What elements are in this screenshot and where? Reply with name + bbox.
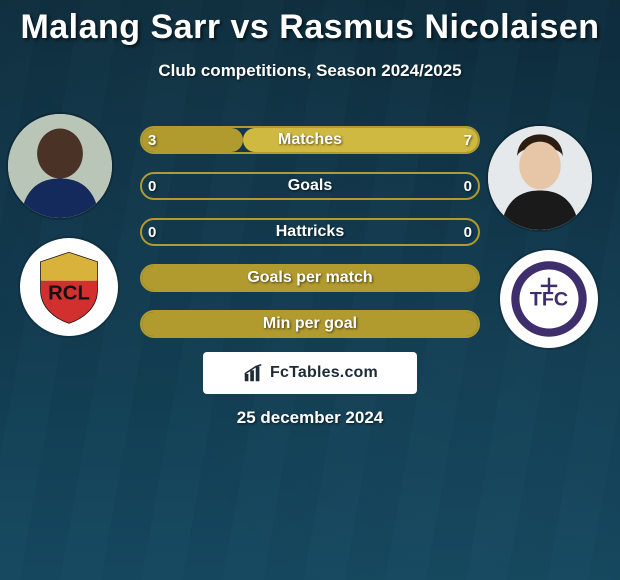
stat-row: Matches 3 7 <box>140 126 480 154</box>
club-right-badge: TFC <box>500 250 598 348</box>
stat-label: Goals per match <box>247 269 372 287</box>
chart-icon <box>242 362 264 384</box>
club-right-crest: TFC <box>508 258 590 340</box>
stat-bar: Goals 0 0 <box>140 172 480 200</box>
stat-value-right: 0 <box>434 220 472 244</box>
stat-row: Goals 0 0 <box>140 172 480 200</box>
stat-label: Hattricks <box>276 223 344 241</box>
club-left-crest: RCL <box>30 248 108 326</box>
svg-text:RCL: RCL <box>48 282 90 304</box>
stat-value-left: 0 <box>148 220 186 244</box>
stat-value-right: 7 <box>434 128 472 152</box>
page-subtitle: Club competitions, Season 2024/2025 <box>0 61 620 81</box>
stat-row: Hattricks 0 0 <box>140 218 480 246</box>
stat-value-left: 3 <box>148 128 186 152</box>
player-left-portrait <box>8 114 112 218</box>
comparison-card: Malang Sarr vs Rasmus Nicolaisen Club co… <box>0 0 620 580</box>
player-right-portrait <box>488 126 592 230</box>
date-label: 25 december 2024 <box>0 408 620 428</box>
stat-bar: Goals per match <box>140 264 480 292</box>
stat-value-left: 0 <box>148 174 186 198</box>
club-left-badge: RCL <box>20 238 118 336</box>
stat-row: Min per goal <box>140 310 480 338</box>
stat-label: Matches <box>278 131 342 149</box>
stat-bar: Min per goal <box>140 310 480 338</box>
branding-text: FcTables.com <box>270 364 378 382</box>
branding-badge: FcTables.com <box>203 352 417 394</box>
player-right-avatar <box>488 126 592 230</box>
stat-row: Goals per match <box>140 264 480 292</box>
stat-label: Goals <box>288 177 332 195</box>
stat-label: Min per goal <box>263 315 357 333</box>
page-title: Malang Sarr vs Rasmus Nicolaisen <box>0 0 620 47</box>
stat-bar: Hattricks 0 0 <box>140 218 480 246</box>
stat-bar: Matches 3 7 <box>140 126 480 154</box>
stat-value-right: 0 <box>434 174 472 198</box>
player-left-avatar <box>8 114 112 218</box>
